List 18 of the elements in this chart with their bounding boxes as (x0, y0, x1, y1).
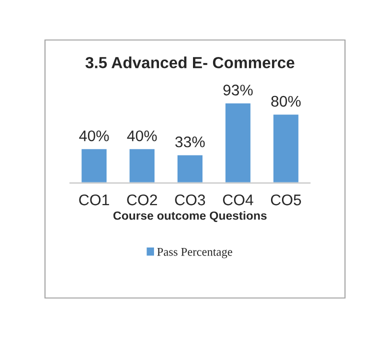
bar (128, 148, 156, 183)
data-label: 40% (79, 130, 109, 142)
x-tick-label: CO3 (175, 194, 206, 206)
bar (272, 113, 300, 183)
x-tick-label: CO4 (223, 194, 254, 206)
chart-title: 3.5 Advanced E- Commerce (85, 56, 294, 68)
bar (176, 154, 204, 183)
bar (224, 102, 252, 183)
x-axis-title: Course outcome Questions (113, 211, 267, 222)
data-label: 93% (223, 84, 253, 96)
legend-label: Pass Percentage (157, 248, 232, 258)
data-label: 33% (175, 136, 205, 148)
x-tick-label: CO1 (79, 194, 110, 206)
data-label: 40% (127, 130, 157, 142)
x-tick-label: CO5 (270, 194, 301, 206)
data-label: 80% (271, 96, 301, 107)
x-tick-label: CO2 (127, 194, 157, 206)
bar (80, 148, 108, 183)
